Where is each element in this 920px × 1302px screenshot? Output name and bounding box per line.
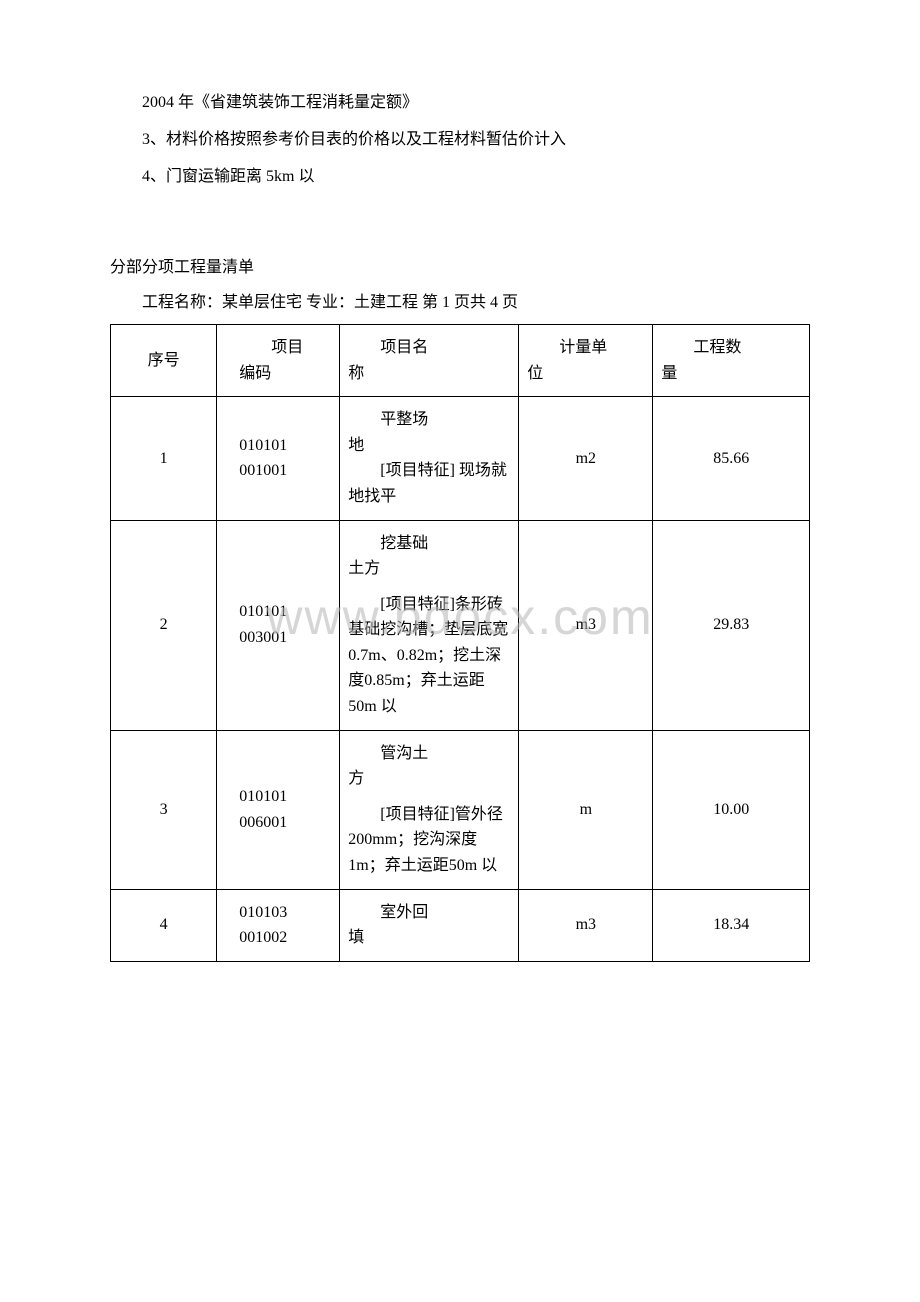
cell-unit: m	[519, 730, 653, 889]
table-row: 3 010101 006001 管沟土 方 [项目特征]管外径200mm；挖沟深…	[111, 730, 810, 889]
table-row: 4 010103 001002 室外回 填 m3 18.34	[111, 889, 810, 961]
intro-line-3: 4、门窗运输距离 5km 以	[110, 159, 810, 194]
code-l2: 006001	[239, 810, 331, 836]
cell-seq: 2	[111, 520, 217, 730]
header-unit: 计量单 位	[519, 324, 653, 396]
cell-name: 平整场 地 [项目特征] 现场就地找平	[340, 397, 519, 520]
name-feature: [项目特征]管外径200mm；挖沟深度 1m；弃土运距50m 以	[348, 802, 510, 879]
name-feature: [项目特征] 现场就地找平	[348, 458, 510, 509]
name-l1: 室外回	[348, 900, 510, 926]
cell-code: 010101 001001	[217, 397, 340, 520]
cell-qty: 10.00	[653, 730, 810, 889]
cell-unit: m2	[519, 397, 653, 520]
header-code-l2: 编码	[239, 365, 271, 382]
header-qty-l1: 工程数	[661, 335, 801, 361]
intro-line-2: 3、材料价格按照参考价目表的价格以及工程材料暂估价计入	[110, 122, 810, 157]
code-l2: 001001	[239, 458, 331, 484]
cell-name: 挖基础 土方 [项目特征]条形砖基础挖沟槽；垫层底宽0.7m、0.82m；挖土深…	[340, 520, 519, 730]
header-unit-l2: 位	[527, 365, 543, 382]
cell-unit: m3	[519, 889, 653, 961]
cell-code: 010101 003001	[217, 520, 340, 730]
code-l1: 010101	[239, 433, 331, 459]
cell-qty: 18.34	[653, 889, 810, 961]
cell-seq: 4	[111, 889, 217, 961]
code-l1: 010101	[239, 784, 331, 810]
header-name-l2: 称	[348, 365, 364, 382]
cell-unit: m3	[519, 520, 653, 730]
section-title: 分部分项工程量清单	[110, 250, 810, 285]
name-l1: 平整场	[348, 407, 510, 433]
quantity-table: 序号 项目 编码 项目名 称 计量单 位 工程数 量 1 010101 0010…	[110, 324, 810, 962]
cell-code: 010103 001002	[217, 889, 340, 961]
name-l1: 挖基础	[348, 531, 510, 557]
cell-qty: 85.66	[653, 397, 810, 520]
name-l2: 方	[348, 766, 510, 792]
header-name-l1: 项目名	[348, 335, 510, 361]
header-seq: 序号	[111, 324, 217, 396]
name-l2: 填	[348, 925, 510, 951]
cell-seq: 3	[111, 730, 217, 889]
code-l1: 010101	[239, 599, 331, 625]
name-l2: 土方	[348, 556, 510, 582]
header-code: 项目 编码	[217, 324, 340, 396]
header-qty-l2: 量	[661, 365, 677, 382]
header-unit-l1: 计量单	[527, 335, 644, 361]
header-name: 项目名 称	[340, 324, 519, 396]
header-code-l1: 项目	[239, 335, 331, 361]
name-feature: [项目特征]条形砖基础挖沟槽；垫层底宽0.7m、0.82m；挖土深度0.85m；…	[348, 592, 510, 720]
table-header-row: 序号 项目 编码 项目名 称 计量单 位 工程数 量	[111, 324, 810, 396]
code-l1: 010103	[239, 900, 331, 926]
name-l1: 管沟土	[348, 741, 510, 767]
cell-code: 010101 006001	[217, 730, 340, 889]
table-row: 1 010101 001001 平整场 地 [项目特征] 现场就地找平 m2 8…	[111, 397, 810, 520]
intro-line-1: 2004 年《省建筑装饰工程消耗量定额》	[110, 85, 810, 120]
code-l2: 003001	[239, 625, 331, 651]
cell-seq: 1	[111, 397, 217, 520]
table-row: 2 010101 003001 挖基础 土方 [项目特征]条形砖基础挖沟槽；垫层…	[111, 520, 810, 730]
cell-name: 管沟土 方 [项目特征]管外径200mm；挖沟深度 1m；弃土运距50m 以	[340, 730, 519, 889]
name-l2: 地	[348, 433, 510, 459]
table-title: 工程名称：某单层住宅 专业：土建工程 第 1 页共 4 页	[110, 285, 810, 320]
cell-qty: 29.83	[653, 520, 810, 730]
code-l2: 001002	[239, 925, 331, 951]
header-qty: 工程数 量	[653, 324, 810, 396]
cell-name: 室外回 填	[340, 889, 519, 961]
header-seq-label: 序号	[148, 352, 180, 369]
